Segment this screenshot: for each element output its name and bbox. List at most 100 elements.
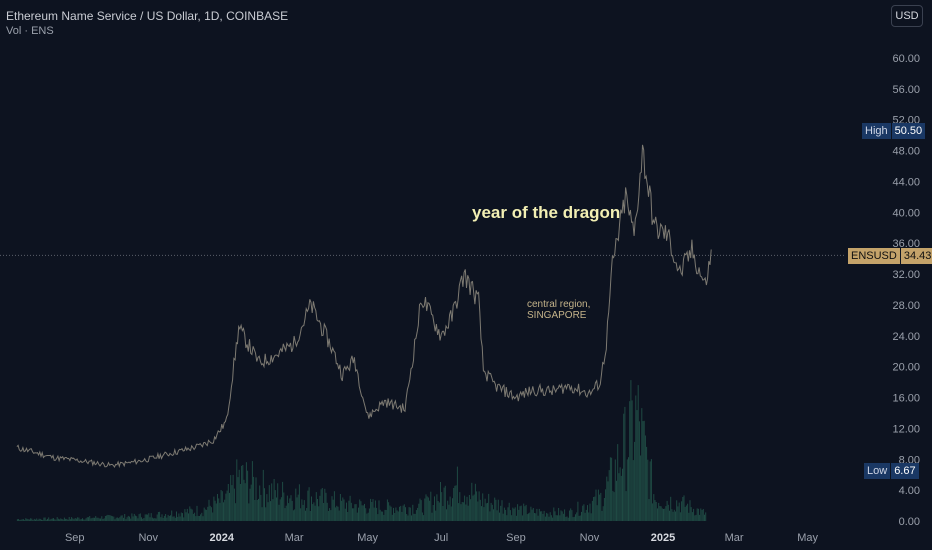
volume-bar (318, 506, 320, 521)
volume-bar (225, 493, 227, 521)
volume-bar (337, 506, 339, 521)
volume-bar (503, 507, 505, 521)
volume-bar (664, 508, 666, 521)
volume-bar (255, 477, 257, 521)
low-tag-label: Low (864, 463, 891, 479)
volume-bar (362, 505, 364, 521)
volume-bar (472, 495, 474, 521)
x-tick-label: Mar (285, 532, 304, 544)
volume-bar (525, 504, 527, 521)
annotation-headline: year of the dragon (472, 203, 621, 222)
volume-bar (588, 512, 590, 521)
volume-bar (356, 512, 358, 521)
volume-bar (84, 519, 86, 521)
volume-bar (278, 504, 280, 521)
volume-bar (688, 512, 690, 521)
volume-bar (701, 510, 703, 521)
volume-bar (376, 507, 378, 521)
volume-bar (86, 517, 88, 521)
volume-bar (435, 510, 437, 521)
volume-bar (682, 497, 684, 521)
x-axis[interactable]: Sep Nov 2024 Mar May Jul Sep Nov 2025 Mar May (65, 532, 819, 544)
y-tick-label: 56.00 (892, 84, 920, 96)
volume-bar (461, 502, 463, 521)
x-tick-label: Sep (506, 532, 526, 544)
volume-bar (157, 512, 159, 521)
volume-bar (89, 516, 91, 521)
volume-bar (137, 518, 139, 521)
volume-bar (154, 518, 156, 521)
volume-bar (306, 508, 308, 521)
volume-bar (628, 457, 629, 521)
volume-bar (305, 510, 306, 521)
volume-bar (206, 509, 208, 521)
volume-bar (411, 515, 412, 521)
volume-bar (343, 499, 345, 521)
volume-bar (142, 518, 144, 521)
volume-bar (315, 492, 317, 521)
volume-bar (32, 520, 34, 521)
volume-bar (618, 473, 620, 521)
volume-bar (412, 504, 414, 521)
volume-bar (323, 503, 325, 521)
volume-bar (509, 510, 511, 521)
volume-bar (141, 517, 142, 521)
volume-bar (212, 512, 214, 521)
volume-bar (100, 518, 101, 521)
volume-bar (619, 467, 621, 521)
volume-bar (543, 510, 545, 521)
volume-bar (705, 512, 707, 521)
volume-bar (224, 499, 226, 521)
volume-bar (151, 517, 153, 521)
volume-bar (301, 499, 303, 521)
currency-button[interactable]: USD (891, 5, 923, 27)
price-line (16, 144, 712, 469)
volume-bar (198, 516, 200, 521)
volume-bar (126, 517, 128, 521)
volume-bar (73, 519, 75, 521)
volume-bar (540, 511, 541, 521)
volume-bar (173, 516, 175, 521)
y-tick-label: 60.00 (892, 53, 920, 65)
volume-bar (135, 515, 136, 521)
y-tick-label: 48.00 (892, 146, 920, 158)
volume-bar (526, 514, 528, 521)
volume-bar (133, 513, 135, 521)
volume-bar (298, 484, 300, 521)
volume-bar (578, 515, 580, 521)
volume-bar (350, 502, 352, 521)
volume-bar (72, 518, 74, 521)
volume-bar (565, 516, 567, 521)
volume-bar (531, 509, 533, 521)
volume-bar (359, 499, 361, 521)
volume-bar (611, 457, 613, 521)
volume-bar (321, 488, 323, 521)
x-tick-label: Jul (434, 532, 448, 544)
volume-bar (77, 517, 79, 521)
volume-bar (45, 519, 47, 521)
volume-bar (373, 507, 375, 521)
volume-bar (570, 508, 572, 521)
volume-bar (646, 446, 648, 521)
volume-bar (652, 503, 654, 521)
volume-bar (66, 518, 68, 521)
volume-bar (420, 500, 422, 521)
volume-bar (595, 489, 597, 521)
volume-bar (329, 508, 331, 521)
volume-bar (496, 510, 498, 521)
volume-bar (115, 517, 117, 521)
volume-bar (431, 512, 433, 521)
volume-bar (214, 500, 216, 521)
volume-bar (467, 505, 469, 521)
volume-bar (396, 510, 398, 521)
y-tick-label: 4.00 (899, 485, 920, 497)
volume-bar (524, 506, 526, 521)
volume-bar (436, 494, 438, 521)
volume-bar (603, 498, 605, 521)
volume-bar (425, 494, 427, 521)
volume-indicator-label[interactable]: Vol · ENS (6, 25, 54, 37)
volume-bar (145, 514, 147, 521)
volume-bar (484, 498, 486, 521)
volume-bar (88, 517, 89, 521)
